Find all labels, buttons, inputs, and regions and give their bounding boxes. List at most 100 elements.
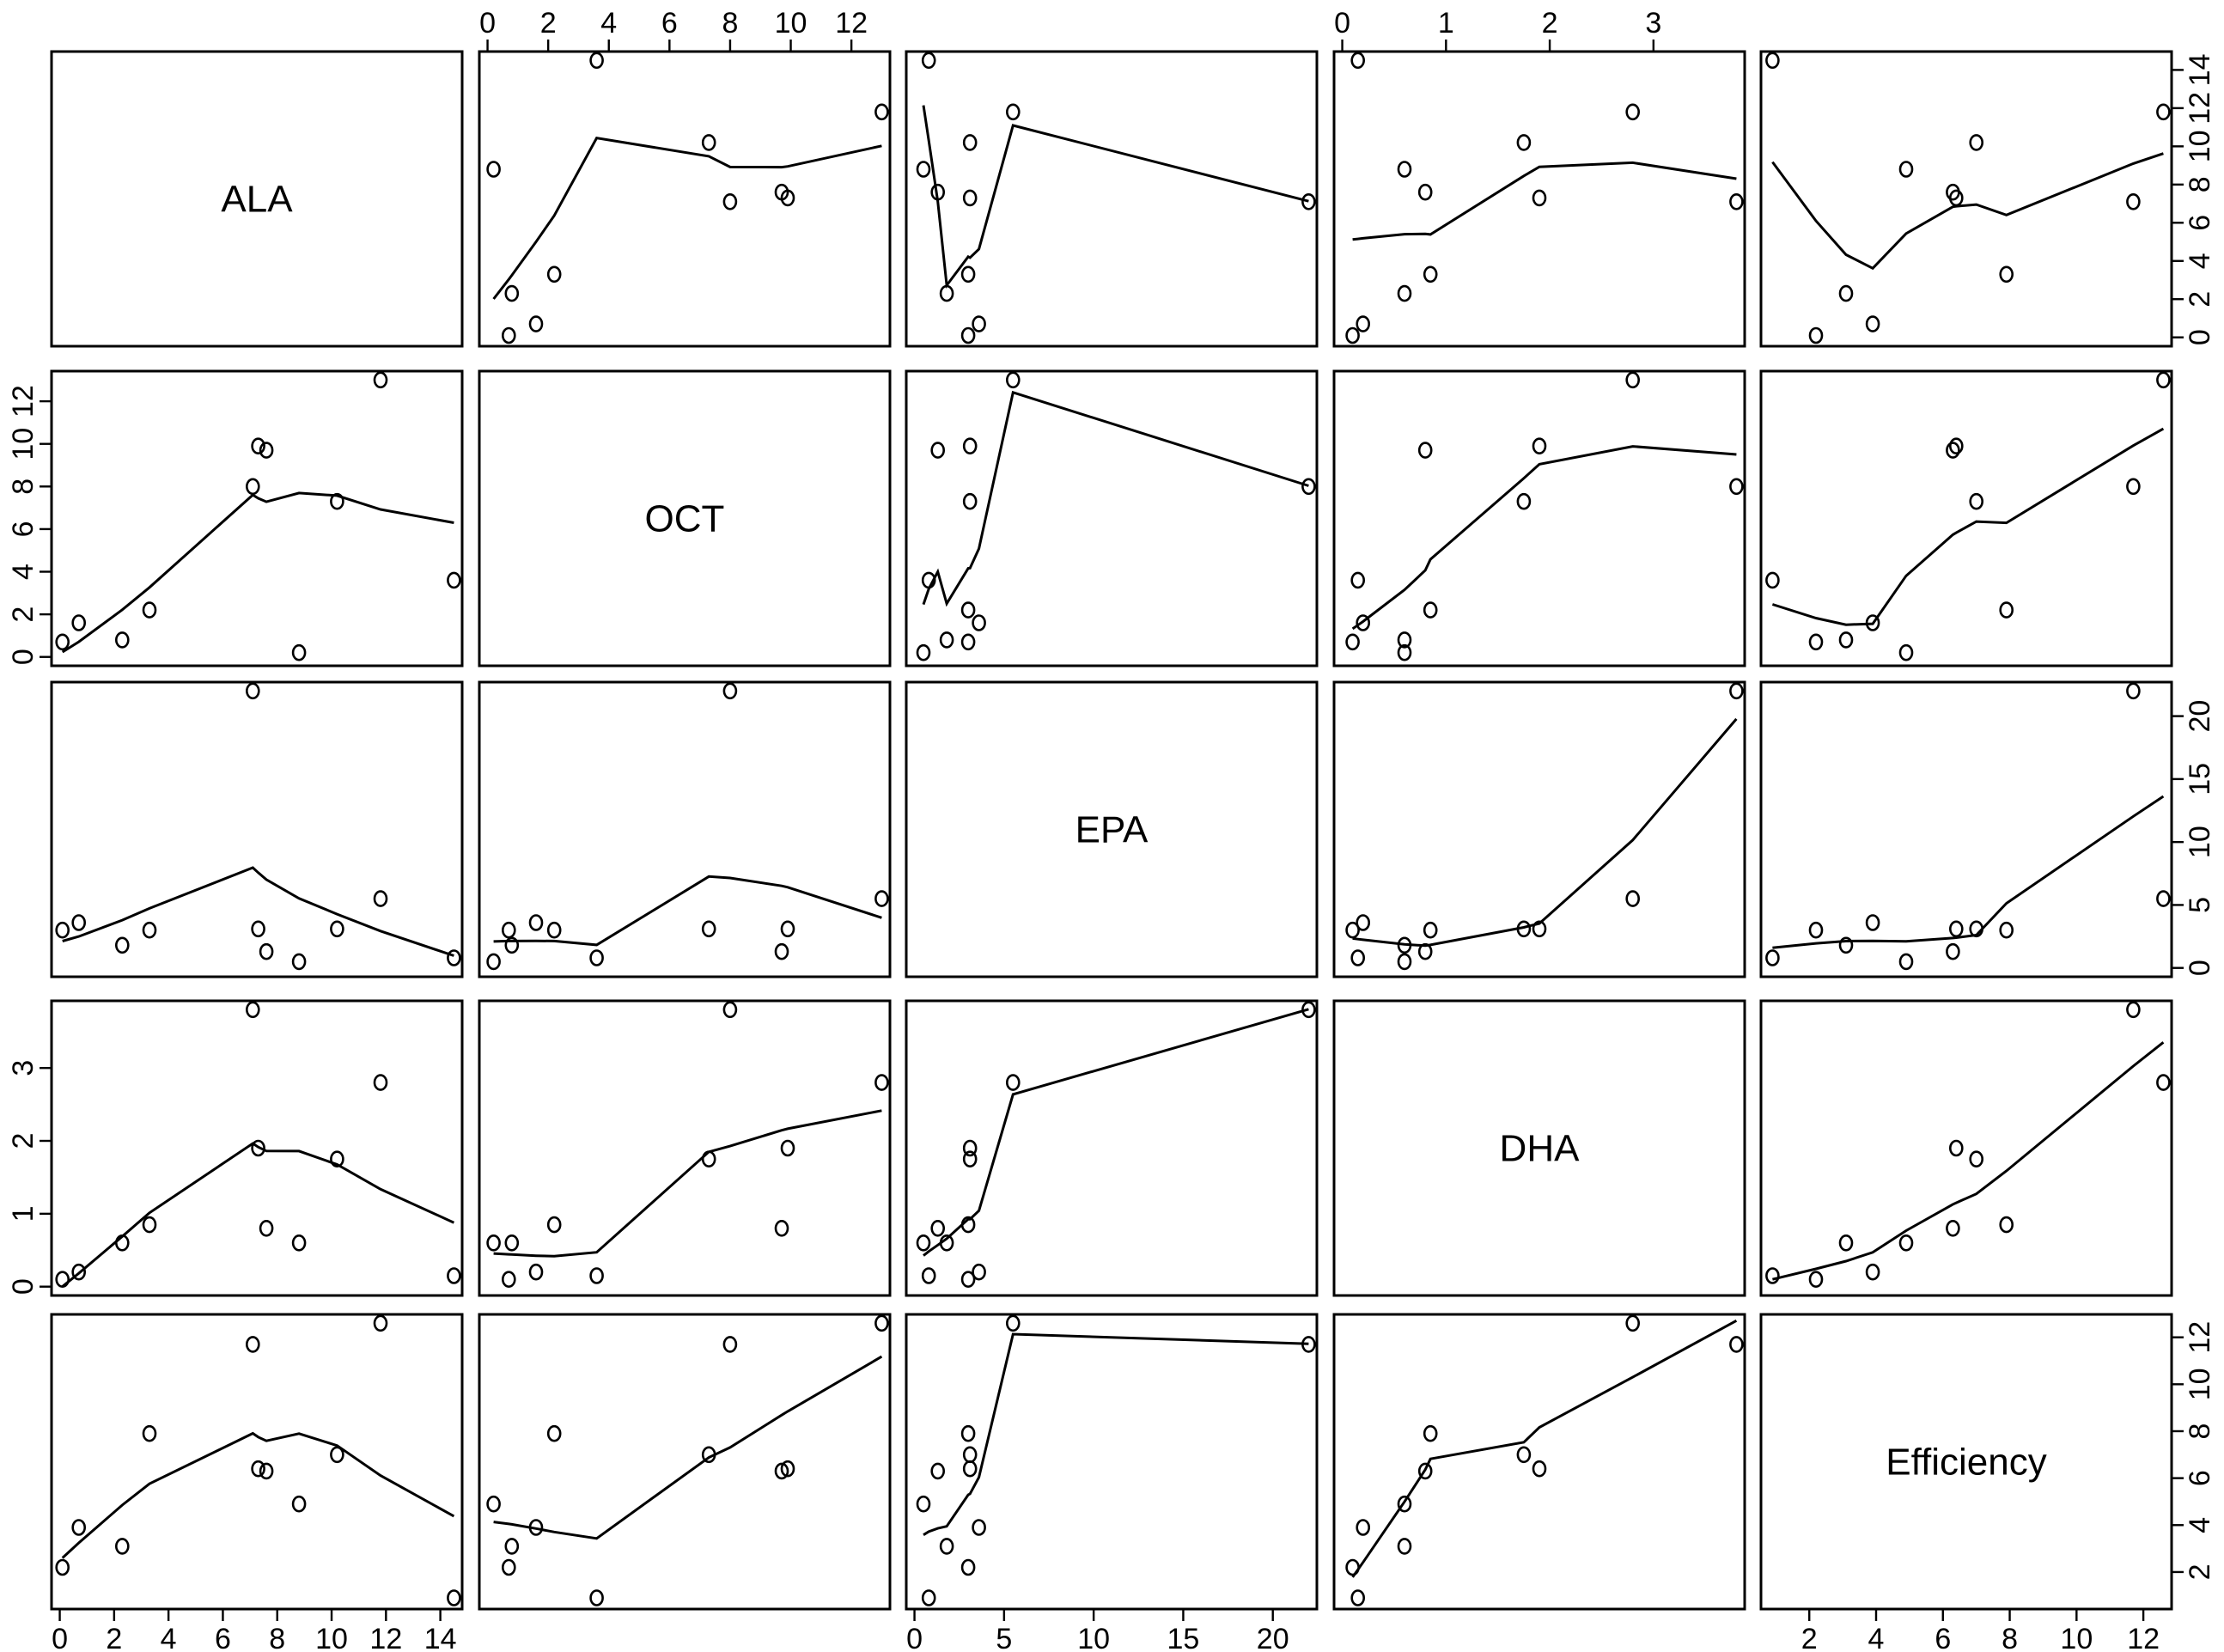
tick-label: 5 (996, 1623, 1012, 1652)
panel-frame (905, 369, 1319, 668)
lowess-line (493, 1109, 882, 1258)
data-point (501, 1558, 516, 1576)
data-point (1999, 265, 2014, 283)
data-point (2156, 1074, 2171, 1091)
data-point (501, 1271, 516, 1288)
data-point (960, 633, 976, 651)
tick-label: 6 (2184, 1470, 2216, 1486)
data-point (1625, 371, 1640, 389)
tick-label: 2 (7, 607, 40, 623)
right-axis-ala: 0 2 4 6 8 10 12 14 (2172, 53, 2216, 345)
panel-frame (905, 1313, 1319, 1611)
data-point (962, 437, 978, 455)
tick-label: 12 (369, 1623, 402, 1652)
data-point (291, 1495, 307, 1513)
tick-label: 10 (2060, 1623, 2093, 1652)
lowess-line (492, 137, 882, 300)
data-point (1532, 1460, 1547, 1478)
data-point (1969, 1150, 1983, 1167)
data-point (722, 682, 738, 700)
data-point (774, 1220, 789, 1237)
data-point (1865, 914, 1880, 931)
data-point (960, 265, 976, 283)
data-point (1356, 914, 1370, 931)
data-point (960, 1216, 976, 1234)
data-point (1838, 284, 1854, 302)
lowess-line (1352, 161, 1737, 241)
tick-label: 8 (2184, 176, 2216, 192)
data-point (874, 890, 889, 907)
panel-oct-vs-dha (1332, 369, 1746, 668)
data-point (142, 1424, 157, 1442)
data-point (1356, 1519, 1370, 1536)
data-point (1838, 1234, 1854, 1252)
tick-label: 12 (2127, 1623, 2160, 1652)
data-point (1946, 442, 1960, 459)
panel-frame (1759, 369, 2173, 668)
data-point (291, 643, 307, 661)
variable-label: OCT (645, 498, 725, 540)
data-point (1006, 371, 1021, 389)
data-point (546, 1216, 562, 1234)
data-point (504, 936, 520, 954)
data-point (291, 1234, 307, 1252)
data-point (701, 1446, 716, 1464)
top-axis-dha: 0 1 2 3 (1334, 7, 1661, 52)
tick-label: 10 (1077, 1623, 1110, 1652)
data-point (259, 442, 274, 459)
tick-label: 2 (106, 1623, 122, 1652)
data-point (1969, 920, 1983, 938)
data-point (447, 949, 461, 966)
data-point (1516, 492, 1532, 510)
tick-label: 12 (2184, 1321, 2216, 1354)
data-point (1946, 942, 1960, 960)
data-point (874, 103, 889, 121)
tick-label: 10 (775, 7, 807, 40)
data-point (504, 284, 520, 302)
data-point (71, 1519, 86, 1536)
data-point (930, 183, 945, 201)
data-point (501, 326, 516, 344)
variable-label: DHA (1500, 1128, 1581, 1170)
data-point (1865, 1263, 1880, 1281)
data-point (962, 1150, 978, 1167)
tick-label: 1 (7, 1205, 40, 1222)
data-point (1765, 949, 1780, 966)
panel-frame (50, 369, 464, 668)
data-point (780, 920, 795, 938)
left-axis-oct: 0 2 4 6 8 10 12 (7, 385, 52, 665)
data-point (1397, 1538, 1412, 1555)
data-point (1999, 921, 2014, 939)
data-point (447, 571, 461, 589)
tick-label: 10 (315, 1623, 348, 1652)
lowess-line (923, 1008, 1309, 1257)
tick-label: 0 (479, 7, 496, 40)
data-point (722, 1336, 738, 1353)
data-point (1356, 315, 1370, 332)
data-point (1345, 1558, 1360, 1576)
data-point (447, 1589, 461, 1606)
data-point (780, 1139, 795, 1157)
data-point (1808, 633, 1824, 651)
data-point (722, 1001, 738, 1019)
panel-frame (1759, 50, 2173, 348)
data-point (2156, 890, 2171, 907)
data-point (1345, 633, 1360, 651)
tick-label: 8 (7, 479, 40, 495)
data-point (245, 1001, 260, 1019)
data-point (962, 1446, 978, 1464)
tick-label: 14 (424, 1623, 457, 1652)
data-point (916, 161, 931, 178)
data-point (930, 442, 945, 459)
data-point (71, 1263, 86, 1281)
data-point (1808, 921, 1824, 939)
tick-label: 6 (2184, 215, 2216, 231)
data-point (589, 1267, 604, 1284)
data-point (504, 1538, 520, 1555)
data-point (142, 921, 157, 939)
data-point (701, 920, 716, 938)
panel-oct-vs-ala (50, 369, 464, 668)
data-point (774, 183, 789, 201)
data-point (1838, 936, 1854, 954)
data-point (291, 953, 307, 971)
